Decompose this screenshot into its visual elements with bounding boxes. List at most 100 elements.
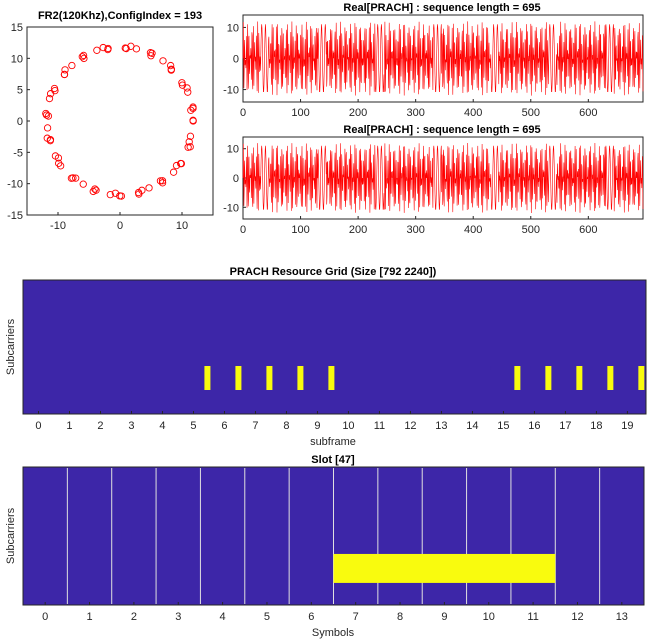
constellation-point — [51, 86, 59, 95]
real-prach-2-ytick-label: -10 — [223, 202, 239, 214]
resource-grid-highlight — [607, 366, 614, 390]
slot-plot: Slot [47] 0 1 2 3 4 5 6 7 8 9 10 11 12 13 Symbols Sub… — [5, 454, 645, 639]
constellation-point — [55, 159, 63, 167]
constellation-point — [46, 135, 55, 144]
real-prach-1-xtick-label: 100 — [291, 107, 309, 119]
real-prach-1-ytick-label: 10 — [227, 22, 239, 34]
constellation-point — [42, 109, 50, 118]
real-prach-2-xtick-label: 100 — [291, 224, 309, 236]
resource-grid-xtick-label: 7 — [252, 420, 258, 432]
slot-xtick-label: 8 — [397, 611, 403, 623]
constellation-ticks: -10 0 10 15 10 5 0 -5 -10 -15 — [7, 22, 188, 232]
slot-title: Slot [47] — [311, 454, 355, 466]
real-prach-1-xtick-label: 200 — [349, 107, 367, 119]
constellation-point — [185, 138, 193, 146]
resource-grid-xtick-label: 9 — [314, 420, 320, 432]
constellation-ytick-label: 15 — [11, 22, 23, 34]
constellation-point — [167, 61, 175, 70]
slot-highlight — [333, 553, 556, 583]
real-prach-2-ytick-label: 10 — [227, 144, 239, 156]
constellation-point — [91, 185, 99, 193]
resource-grid-xtick-label: 14 — [466, 420, 478, 432]
constellation-point — [172, 161, 181, 170]
constellation-point — [104, 45, 112, 54]
resource-grid-xtick-label: 8 — [283, 420, 289, 432]
resource-grid-highlight — [328, 366, 335, 390]
constellation-point — [106, 190, 114, 199]
constellation-point — [187, 106, 195, 114]
constellation-ytick-label: -5 — [13, 147, 23, 159]
real-prach-plot-2: Real[PRACH] : sequence length = 695 0 100… — [223, 124, 644, 236]
constellation-point — [189, 116, 197, 124]
real-prach-1-xtick-label: 0 — [240, 107, 246, 119]
constellation-points — [42, 42, 197, 200]
real-prach-2-xtick-label: 0 — [240, 224, 246, 236]
real-prach-2-xtick-label: 500 — [522, 224, 540, 236]
resource-grid-xtick-label: 15 — [497, 420, 509, 432]
constellation-ytick-label: 5 — [17, 85, 23, 97]
slot-xtick-label: 9 — [441, 611, 447, 623]
resource-grid-xtick-label: 0 — [35, 420, 41, 432]
constellation-point — [80, 54, 88, 63]
real-prach-1-title: Real[PRACH] : sequence length = 695 — [343, 2, 540, 14]
real-prach-2-xtick-label: 300 — [406, 224, 424, 236]
resource-grid-highlight — [266, 366, 273, 390]
resource-grid-xtick-label: 2 — [97, 420, 103, 432]
constellation-point — [111, 189, 120, 197]
real-prach-1-xtick-label: 300 — [406, 107, 424, 119]
constellation-point — [67, 174, 76, 182]
constellation-point — [145, 184, 153, 192]
slot-xtick-label: 3 — [175, 611, 181, 623]
real-prach-1-ytick-label: -10 — [223, 85, 239, 97]
slot-xtick-label: 7 — [353, 611, 359, 623]
resource-grid-xtick-label: 10 — [342, 420, 354, 432]
real-prach-2-title: Real[PRACH] : sequence length = 695 — [343, 124, 540, 136]
resource-grid-highlights — [204, 366, 645, 390]
resource-grid-xtick-label: 13 — [435, 420, 447, 432]
constellation-xtick-label: 10 — [176, 220, 188, 232]
resource-grid-background — [22, 279, 647, 415]
slot-xtick-label: 4 — [220, 611, 226, 623]
resource-grid-title: PRACH Resource Grid (Size [792 2240]) — [230, 266, 437, 278]
real-prach-1-ytick-label: 0 — [233, 54, 239, 66]
slot-xtick-label: 2 — [131, 611, 137, 623]
resource-grid-highlight — [576, 366, 583, 390]
constellation-point — [189, 104, 197, 113]
constellation-point — [135, 190, 143, 198]
constellation-plot: FR2(120Khz),ConfigIndex = 193 -10 0 10 15 10… — [7, 10, 214, 232]
slot-xtick-label: 0 — [42, 611, 48, 623]
slot-xtick-label: 1 — [86, 611, 92, 623]
resource-grid-xtick-label: 18 — [590, 420, 602, 432]
real-prach-1-xtick-label: 400 — [464, 107, 482, 119]
constellation-xtick-label: 0 — [117, 220, 123, 232]
constellation-point — [156, 177, 165, 185]
constellation-ytick-label: -15 — [7, 210, 23, 222]
slot-ylabel: Subcarriers — [5, 507, 17, 564]
slot-xtick-label: 13 — [616, 611, 628, 623]
resource-grid-xtick-label: 3 — [128, 420, 134, 432]
constellation-title: FR2(120Khz),ConfigIndex = 193 — [38, 10, 202, 22]
slot-xtick-label: 5 — [264, 611, 270, 623]
constellation-point — [121, 44, 129, 52]
slot-xtick-label: 10 — [483, 611, 495, 623]
resource-grid-highlight — [204, 366, 211, 390]
slot-xtick-label: 12 — [571, 611, 583, 623]
real-prach-1-xtick-label: 500 — [522, 107, 540, 119]
slot-ticks: 0 1 2 3 4 5 6 7 8 9 10 11 12 13 — [42, 602, 628, 623]
constellation-point — [89, 187, 97, 196]
constellation-point — [45, 94, 54, 103]
resource-grid-highlight — [545, 366, 552, 390]
real-prach-2-series — [242, 142, 644, 214]
constellation-point — [178, 79, 186, 87]
constellation-point — [158, 179, 167, 187]
resource-grid-xtick-label: 16 — [528, 420, 540, 432]
resource-grid-highlight — [235, 366, 242, 390]
resource-grid-ticks: 0 1 2 3 4 5 6 7 8 9 10 11 12 13 14 15 16 17 18 19 — [35, 411, 634, 432]
constellation-point — [117, 192, 126, 200]
constellation-point — [186, 143, 194, 151]
real-prach-2-xtick-label: 600 — [579, 224, 597, 236]
resource-grid-highlight — [297, 366, 304, 390]
constellation-axes-box — [26, 26, 214, 216]
constellation-point — [68, 61, 76, 70]
constellation-point — [79, 180, 87, 188]
